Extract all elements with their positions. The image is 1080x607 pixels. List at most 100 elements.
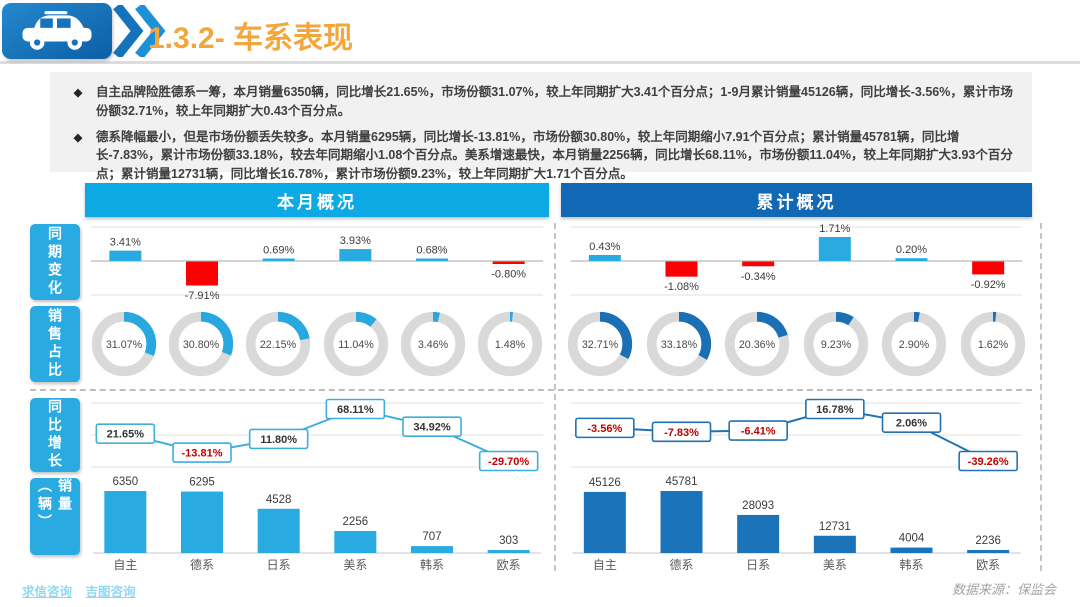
value-label: 2236 — [975, 535, 1001, 547]
value-label: -6.41% — [741, 426, 776, 438]
value-label: 22.15% — [260, 339, 297, 351]
value-label: 45126 — [589, 477, 621, 489]
bullet-item: ◆ 德系降幅最小，但是市场份额丢失较多。本月销量6295辆，同比增长-13.81… — [60, 128, 1016, 184]
line-chart-svg: 21.65% -13.81% 11.80% 68.11% 34.92% -29.70% — [91, 398, 543, 472]
monthly-share-donuts: 31.07% 30.80% 22.15% 11.04% 3.46% 1.48% — [85, 303, 549, 385]
dashed-divider-right — [1040, 223, 1042, 571]
donut-chart: 3.46% — [400, 311, 466, 377]
point-label-box — [651, 421, 712, 443]
value-label: 0.69% — [263, 245, 294, 257]
volume-bar — [967, 549, 1010, 553]
value-label: 4528 — [266, 494, 292, 506]
donut-arc — [246, 311, 311, 377]
donut-arc — [91, 311, 156, 377]
value-label: 30.80% — [183, 339, 220, 351]
volume-bar — [583, 491, 626, 553]
car-badge — [2, 3, 112, 59]
value-label: 6295 — [189, 477, 215, 489]
row-label-volume: 销量（辆） — [30, 478, 80, 555]
value-label: 日系 — [267, 558, 291, 572]
dashed-divider-horizontal — [30, 389, 1032, 391]
page-title: 1.3.2- 车系表现 — [148, 22, 354, 55]
value-label: -0.80% — [491, 269, 526, 281]
point-label-box — [325, 398, 386, 420]
column-chart-svg: 6350 自主 6295 德系 4528 日系 2256 美系 707 韩系 303 欧系 — [93, 476, 541, 572]
volume-bar — [257, 508, 300, 553]
change-bar — [416, 258, 448, 261]
value-label: -7.91% — [185, 290, 220, 302]
value-label: 2256 — [343, 516, 369, 528]
value-label: 34.92% — [413, 422, 451, 434]
link-qiuxin[interactable]: 求信咨询 — [22, 585, 73, 599]
change-bar — [972, 261, 1005, 275]
value-label: 3.41% — [110, 237, 141, 249]
value-label: 日系 — [746, 558, 770, 572]
donut-chart: 31.07% — [91, 311, 156, 377]
cumulative-share-donuts: 32.71% 33.18% 20.36% 9.23% 2.90% 1.62% — [561, 303, 1032, 385]
bullet-item: ◆ 自主品牌险胜德系一筹，本月销量6350辆，同比增长21.65%，市场份额31… — [60, 83, 1016, 121]
donut-chart: 9.23% — [803, 311, 868, 377]
page-header: 1.3.2- 车系表现 — [0, 0, 1080, 64]
bullet-text: 自主品牌险胜德系一筹，本月销量6350辆，同比增长21.65%，市场份额31.0… — [96, 85, 1013, 118]
donut-arc — [725, 311, 790, 377]
change-bar — [109, 250, 142, 261]
point-label-box — [575, 417, 635, 439]
change-bar — [818, 237, 851, 261]
value-label: 2.06% — [896, 418, 927, 430]
line-chart-svg: -3.56% -7.83% -6.41% 16.78% 2.06% -39.26% — [570, 398, 1023, 472]
donut-chart: 1.62% — [960, 311, 1025, 377]
change-bar — [742, 261, 775, 267]
point-label-box — [881, 412, 942, 433]
value-label: 自主 — [593, 558, 617, 572]
link-jitu[interactable]: 吉图咨询 — [85, 585, 136, 599]
summary-bullets: ◆ 自主品牌险胜德系一筹，本月销量6350辆，同比增长21.65%，市场份额31… — [50, 72, 1032, 181]
value-label: 32.71% — [582, 339, 619, 351]
donut-chart: 2.90% — [882, 311, 947, 377]
monthly-change-chart: 3.41% -7.91% 0.69% 3.93% 0.68% -0.80% — [85, 221, 549, 303]
donut-chart: 30.80% — [168, 311, 234, 377]
value-label: -29.70% — [488, 456, 529, 468]
volume-bar — [104, 491, 147, 553]
value-label: 20.36% — [739, 339, 776, 351]
donut-chart: 22.15% — [246, 311, 311, 377]
value-label: -7.83% — [664, 427, 699, 439]
donut-arc — [803, 311, 868, 377]
panel-header-cumulative: 累计概况 — [561, 183, 1032, 217]
value-label: 德系 — [190, 557, 214, 572]
monthly-volume-chart: 6350 自主 6295 德系 4528 日系 2256 美系 707 韩系 303 欧系 — [85, 475, 549, 577]
data-source: 数据来源：保监会 — [951, 582, 1056, 597]
column-chart-svg: 45126 自主 45781 德系 28093 日系 12731 美系 4004 韩系 2236 欧系 — [572, 476, 1021, 572]
value-label: 68.11% — [337, 404, 374, 416]
diamond-bullet-icon: ◆ — [73, 87, 83, 99]
value-label: 16.78% — [816, 404, 854, 416]
change-bar — [262, 258, 295, 261]
donut-arc — [400, 311, 466, 377]
volume-bar — [411, 546, 453, 553]
value-label: -39.26% — [968, 456, 1009, 468]
value-label: -13.81% — [182, 448, 223, 460]
value-label: -1.08% — [664, 281, 699, 293]
value-label: 707 — [422, 531, 441, 543]
value-label: 33.18% — [661, 339, 698, 351]
donut-arc — [323, 311, 388, 377]
value-label: 美系 — [823, 558, 847, 572]
value-label: 欧系 — [497, 558, 521, 572]
value-label: 德系 — [669, 557, 693, 572]
change-bar — [588, 254, 621, 261]
row-label-share: 销售占比 — [30, 306, 80, 382]
donut-chart: 32.71% — [568, 311, 633, 377]
dashboard: 本月概况 累计概况 同期变化 销售占比 同比增长 销量（辆） 3.41% -7.9… — [30, 183, 1042, 577]
dashed-divider-vertical — [554, 223, 556, 571]
volume-bar — [487, 550, 530, 553]
point-label-box — [248, 428, 309, 450]
monthly-growth-chart: 21.65% -13.81% 11.80% 68.11% 34.92% -29.70% — [85, 395, 549, 475]
value-label: 0.68% — [416, 245, 447, 257]
value-label: 6350 — [113, 476, 139, 488]
volume-bar — [181, 491, 223, 553]
value-label: 3.46% — [418, 339, 449, 351]
change-bar — [492, 261, 525, 264]
change-bar — [339, 249, 372, 261]
change-bar — [895, 258, 928, 261]
value-label: 11.80% — [260, 434, 297, 446]
point-label-box — [402, 416, 462, 437]
